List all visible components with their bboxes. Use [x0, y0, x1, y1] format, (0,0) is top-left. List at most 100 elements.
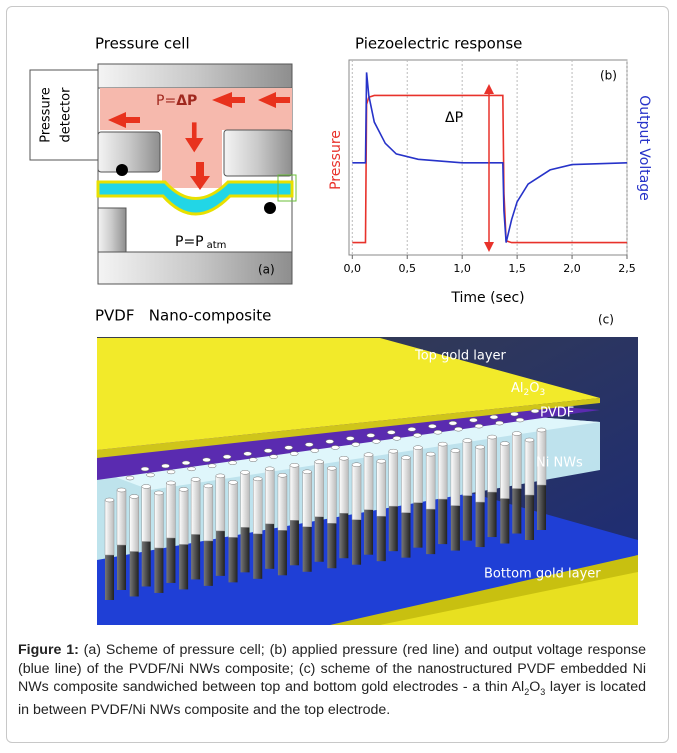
- wire-dark: [191, 534, 201, 580]
- pore: [454, 426, 463, 432]
- nanowires: [104, 408, 547, 600]
- wire-top: [154, 490, 164, 496]
- wire-dark: [314, 516, 324, 562]
- wire-dark: [352, 519, 362, 565]
- pore: [161, 463, 170, 469]
- pore: [351, 442, 361, 447]
- wire-top: [190, 477, 201, 482]
- pore: [530, 408, 540, 414]
- nano-composite-scheme: [97, 337, 638, 625]
- pore: [284, 445, 293, 450]
- wire-top: [475, 444, 485, 450]
- wire-dark: [253, 533, 263, 579]
- wire-top: [462, 438, 473, 443]
- wire-light: [141, 486, 151, 542]
- layer-label: Ni NWs: [536, 456, 583, 471]
- wire-dark: [500, 498, 510, 544]
- wire-light: [437, 443, 448, 500]
- layer-label: Top gold layer: [414, 349, 507, 364]
- wire-top: [289, 463, 300, 468]
- wire-light: [154, 492, 164, 549]
- wire-top: [512, 431, 522, 436]
- wire-top: [450, 448, 461, 453]
- wire-light: [215, 475, 226, 532]
- wire-dark: [203, 540, 213, 586]
- wire-dark: [277, 530, 287, 576]
- panel-label: (c): [598, 313, 614, 327]
- wire-top: [178, 487, 189, 492]
- pore: [146, 472, 155, 478]
- pore: [515, 417, 525, 423]
- wire-light: [376, 460, 387, 517]
- wire-light: [302, 471, 312, 528]
- wire-dark: [228, 537, 238, 583]
- pore: [289, 451, 299, 456]
- wire-top: [252, 476, 263, 482]
- wire-dark: [376, 516, 386, 562]
- wire-top: [363, 452, 374, 457]
- pore: [433, 429, 443, 435]
- wire-light: [252, 478, 263, 535]
- wire-light: [129, 496, 139, 552]
- wire-light: [351, 464, 362, 520]
- layer-label: Bottom gold layer: [484, 567, 601, 582]
- wire-dark: [525, 495, 534, 540]
- wire-top: [425, 451, 436, 457]
- o-sub: 3: [539, 388, 545, 398]
- x-axis-label: Time (sec): [450, 290, 524, 306]
- caption-sub: 2: [524, 686, 530, 697]
- pore: [304, 442, 314, 447]
- wire-light: [277, 475, 288, 531]
- inlet-text: P=: [156, 93, 176, 109]
- arrow-head: [484, 84, 494, 94]
- wire-dark: [339, 513, 349, 559]
- al-sub: 2: [524, 388, 530, 398]
- y2-axis-label: Output Voltage: [636, 95, 652, 201]
- pore: [372, 439, 381, 444]
- pore: [448, 420, 458, 426]
- pore: [392, 436, 402, 441]
- layer-label: PVDF: [540, 406, 574, 421]
- wire-light: [327, 467, 337, 524]
- wire-top: [524, 437, 535, 443]
- panel-title: Pressure cell: [95, 35, 190, 53]
- wire-dark: [401, 512, 411, 558]
- panel-label: (a): [258, 263, 275, 277]
- wire-dark: [240, 527, 250, 573]
- x-tick-label: 2,0: [563, 262, 581, 275]
- arrow-head: [484, 242, 494, 252]
- wire-top: [487, 434, 497, 440]
- wire-top: [339, 455, 349, 461]
- wire-top: [228, 480, 238, 485]
- x-tick-label: 1,5: [508, 262, 526, 275]
- panel-label: (b): [600, 69, 617, 83]
- panel-title: PVDF Nano-composite: [95, 307, 271, 325]
- outlet-pressure: P=P atm: [175, 234, 226, 251]
- wire-dark: [364, 509, 374, 555]
- pore: [269, 454, 278, 459]
- layer-label: Al2O3: [511, 381, 545, 398]
- wire-top: [277, 473, 288, 478]
- wire-dark: [462, 495, 472, 541]
- pore: [310, 448, 319, 453]
- series-line: [352, 72, 628, 243]
- caption-sub: 3: [540, 686, 546, 697]
- wire-dark: [537, 485, 546, 530]
- wire-light: [240, 472, 250, 528]
- wire-top: [240, 470, 250, 475]
- wire-top: [327, 465, 337, 471]
- pore: [489, 414, 499, 420]
- wire-dark: [117, 545, 126, 590]
- wire-dark: [475, 502, 485, 548]
- wire-light: [425, 453, 436, 510]
- wire-light: [116, 489, 127, 546]
- wire-light: [413, 447, 423, 503]
- pore: [428, 424, 437, 429]
- pore: [413, 433, 422, 438]
- wire-top: [376, 458, 387, 464]
- pore: [407, 427, 417, 432]
- pore: [510, 411, 519, 417]
- outlet-text: P=P: [175, 234, 204, 250]
- pore: [469, 417, 478, 423]
- pore: [125, 475, 135, 481]
